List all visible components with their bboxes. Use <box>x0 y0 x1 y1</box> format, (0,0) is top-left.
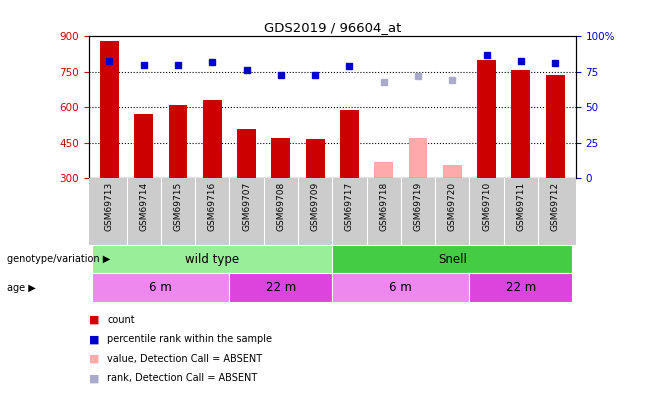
Text: GSM69712: GSM69712 <box>551 181 560 231</box>
Text: GSM69720: GSM69720 <box>448 181 457 231</box>
Text: 22 m: 22 m <box>506 281 536 294</box>
Text: GSM69711: GSM69711 <box>517 181 525 231</box>
Bar <box>168 105 188 178</box>
Bar <box>203 100 222 178</box>
Text: Snell: Snell <box>438 253 467 266</box>
Text: GSM69707: GSM69707 <box>242 181 251 231</box>
Bar <box>134 114 153 178</box>
Bar <box>306 139 324 178</box>
Bar <box>230 273 332 302</box>
Text: GSM69708: GSM69708 <box>276 181 286 231</box>
Bar <box>92 245 332 273</box>
Text: ■: ■ <box>89 315 99 325</box>
Text: GSM69718: GSM69718 <box>379 181 388 231</box>
Text: 6 m: 6 m <box>390 281 413 294</box>
Bar <box>469 273 572 302</box>
Text: 22 m: 22 m <box>266 281 296 294</box>
Text: count: count <box>107 315 135 325</box>
Text: rank, Detection Call = ABSENT: rank, Detection Call = ABSENT <box>107 373 257 383</box>
Text: GSM69710: GSM69710 <box>482 181 491 231</box>
Bar <box>92 273 230 302</box>
Text: GSM69713: GSM69713 <box>105 181 114 231</box>
Bar <box>477 60 496 178</box>
Text: wild type: wild type <box>185 253 240 266</box>
Text: GSM69715: GSM69715 <box>174 181 182 231</box>
Text: genotype/variation ▶: genotype/variation ▶ <box>7 254 110 264</box>
Text: value, Detection Call = ABSENT: value, Detection Call = ABSENT <box>107 354 263 364</box>
Bar <box>443 165 462 178</box>
Text: GSM69719: GSM69719 <box>413 181 422 231</box>
Title: GDS2019 / 96604_at: GDS2019 / 96604_at <box>264 21 401 34</box>
Text: GSM69717: GSM69717 <box>345 181 354 231</box>
Text: GSM69714: GSM69714 <box>139 181 148 231</box>
Text: age ▶: age ▶ <box>7 283 36 292</box>
Text: GSM69716: GSM69716 <box>208 181 216 231</box>
Bar <box>271 138 290 178</box>
Bar <box>332 273 469 302</box>
Text: ■: ■ <box>89 354 99 364</box>
Text: GSM69709: GSM69709 <box>311 181 320 231</box>
Bar <box>340 110 359 178</box>
Text: ■: ■ <box>89 335 99 344</box>
Text: percentile rank within the sample: percentile rank within the sample <box>107 335 272 344</box>
Bar <box>237 129 256 178</box>
Text: ■: ■ <box>89 373 99 383</box>
Bar <box>545 75 565 178</box>
Bar <box>409 138 428 178</box>
Bar <box>100 41 119 178</box>
Bar <box>511 70 530 178</box>
Bar <box>374 162 393 178</box>
Bar <box>332 245 572 273</box>
Text: 6 m: 6 m <box>149 281 172 294</box>
